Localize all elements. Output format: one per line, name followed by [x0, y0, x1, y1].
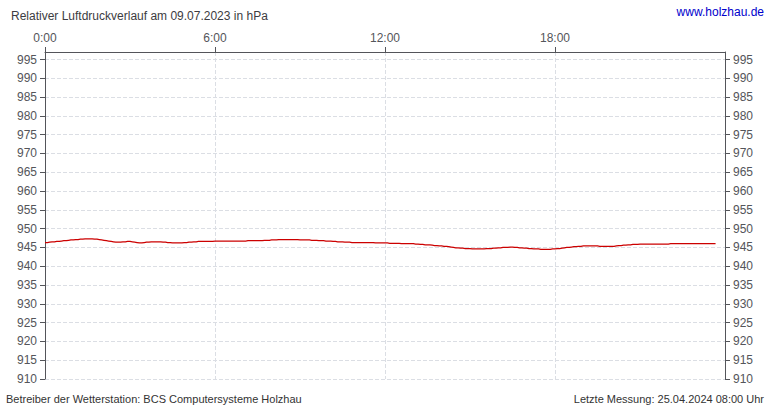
svg-text:980: 980 — [17, 109, 37, 123]
svg-text:955: 955 — [17, 203, 37, 217]
svg-text:985: 985 — [17, 90, 37, 104]
svg-text:970: 970 — [733, 146, 753, 160]
svg-text:18:00: 18:00 — [540, 31, 570, 45]
svg-text:935: 935 — [17, 278, 37, 292]
svg-text:980: 980 — [733, 109, 753, 123]
svg-text:975: 975 — [17, 128, 37, 142]
svg-text:960: 960 — [733, 184, 753, 198]
svg-text:955: 955 — [733, 203, 753, 217]
svg-text:920: 920 — [17, 334, 37, 348]
svg-text:960: 960 — [17, 184, 37, 198]
svg-text:910: 910 — [17, 372, 37, 386]
svg-text:985: 985 — [733, 90, 753, 104]
svg-text:965: 965 — [733, 165, 753, 179]
svg-text:940: 940 — [17, 259, 37, 273]
svg-text:950: 950 — [733, 222, 753, 236]
svg-text:6:00: 6:00 — [203, 31, 227, 45]
svg-text:970: 970 — [17, 146, 37, 160]
svg-text:Betreiber der Wetterstation: B: Betreiber der Wetterstation: BCS Compute… — [6, 393, 302, 405]
svg-text:Relativer Luftdruckverlauf am: Relativer Luftdruckverlauf am 09.07.2023… — [11, 9, 268, 23]
svg-text:995: 995 — [733, 53, 753, 67]
svg-text:995: 995 — [17, 53, 37, 67]
svg-text:Letzte Messung: 25.04.2024 08:: Letzte Messung: 25.04.2024 08:00 Uhr — [574, 393, 765, 405]
svg-text:945: 945 — [733, 240, 753, 254]
svg-text:910: 910 — [733, 372, 753, 386]
svg-text:920: 920 — [733, 334, 753, 348]
svg-text:965: 965 — [17, 165, 37, 179]
svg-text:945: 945 — [17, 240, 37, 254]
svg-text:975: 975 — [733, 128, 753, 142]
svg-text:www.holzhau.de: www.holzhau.de — [676, 5, 765, 19]
svg-text:990: 990 — [733, 71, 753, 85]
svg-text:915: 915 — [733, 353, 753, 367]
svg-text:925: 925 — [733, 316, 753, 330]
svg-text:930: 930 — [17, 297, 37, 311]
svg-text:930: 930 — [733, 297, 753, 311]
svg-text:940: 940 — [733, 259, 753, 273]
svg-text:935: 935 — [733, 278, 753, 292]
svg-text:12:00: 12:00 — [370, 31, 400, 45]
svg-text:950: 950 — [17, 222, 37, 236]
svg-text:0:00: 0:00 — [33, 31, 57, 45]
svg-text:925: 925 — [17, 316, 37, 330]
svg-text:915: 915 — [17, 353, 37, 367]
svg-text:990: 990 — [17, 71, 37, 85]
